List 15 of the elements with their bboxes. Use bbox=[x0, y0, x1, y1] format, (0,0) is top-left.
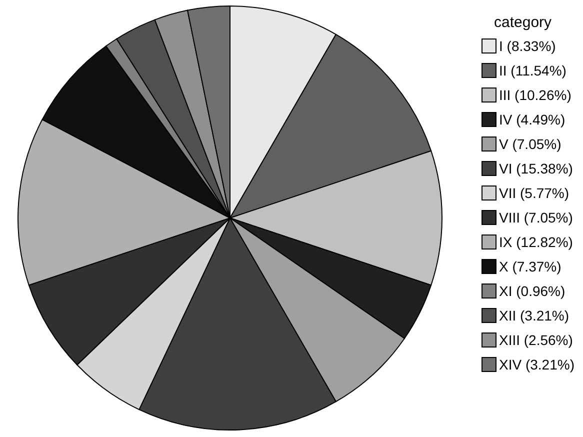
legend-label: XIV (3.21%) bbox=[499, 356, 574, 372]
legend-label: VIII (7.05%) bbox=[499, 210, 573, 226]
legend-label: X (7.37%) bbox=[499, 258, 562, 274]
legend-title: category bbox=[494, 14, 552, 31]
legend-label: VII (5.77%) bbox=[499, 185, 570, 201]
legend-label: XIII (2.56%) bbox=[499, 332, 573, 348]
legend-label: III (10.26%) bbox=[499, 87, 572, 103]
legend-label: VI (15.38%) bbox=[499, 160, 573, 176]
legend-label: IV (4.49%) bbox=[499, 112, 566, 128]
legend-label: XII (3.21%) bbox=[499, 308, 570, 324]
legend-label: II (11.54%) bbox=[499, 62, 566, 78]
legend-label: XI (0.96%) bbox=[499, 283, 566, 299]
legend-label: I (8.33%) bbox=[499, 38, 556, 54]
legend-label: V (7.05%) bbox=[499, 136, 562, 152]
legend-label: IX (12.82%) bbox=[499, 234, 573, 250]
